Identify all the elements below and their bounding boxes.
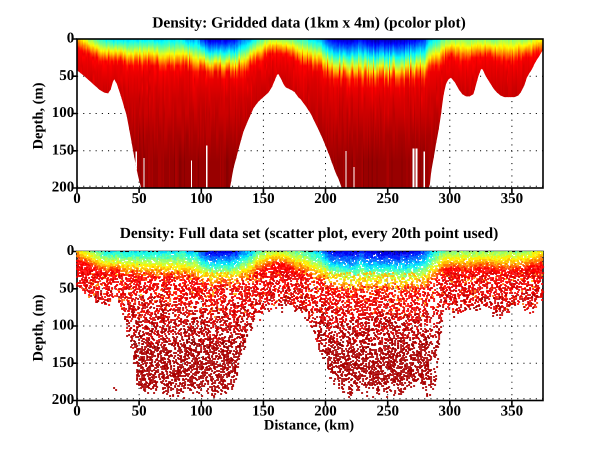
svg-text:50: 50: [132, 404, 147, 420]
svg-text:Density: Full data set (scatte: Density: Full data set (scatter plot, ev…: [120, 225, 499, 242]
svg-text:150: 150: [252, 404, 275, 420]
svg-text:0: 0: [73, 404, 81, 420]
svg-text:250: 250: [376, 191, 399, 207]
svg-text:Density: Gridded data (1km x 4: Density: Gridded data (1km x 4m) (pcolor…: [152, 15, 466, 32]
svg-text:0: 0: [73, 191, 81, 207]
svg-text:Depth, (m): Depth, (m): [31, 82, 47, 149]
svg-text:200: 200: [52, 180, 75, 196]
svg-text:50: 50: [59, 68, 74, 84]
svg-text:0: 0: [67, 243, 75, 259]
svg-text:300: 300: [439, 191, 462, 207]
svg-text:200: 200: [52, 392, 75, 408]
svg-text:300: 300: [439, 404, 462, 420]
svg-text:350: 350: [501, 191, 524, 207]
svg-text:Distance, (km): Distance, (km): [264, 418, 354, 434]
svg-text:150: 150: [52, 142, 75, 158]
svg-text:200: 200: [314, 404, 337, 420]
svg-text:200: 200: [314, 191, 337, 207]
svg-text:250: 250: [376, 404, 399, 420]
svg-text:100: 100: [190, 404, 213, 420]
svg-text:150: 150: [52, 355, 75, 371]
svg-text:50: 50: [59, 280, 74, 296]
svg-text:150: 150: [252, 191, 275, 207]
svg-text:350: 350: [501, 404, 524, 420]
svg-text:100: 100: [190, 191, 213, 207]
svg-text:Depth, (m): Depth, (m): [31, 294, 47, 361]
svg-text:100: 100: [52, 318, 75, 334]
svg-text:0: 0: [67, 31, 75, 47]
svg-text:50: 50: [132, 191, 147, 207]
svg-text:100: 100: [52, 105, 75, 121]
